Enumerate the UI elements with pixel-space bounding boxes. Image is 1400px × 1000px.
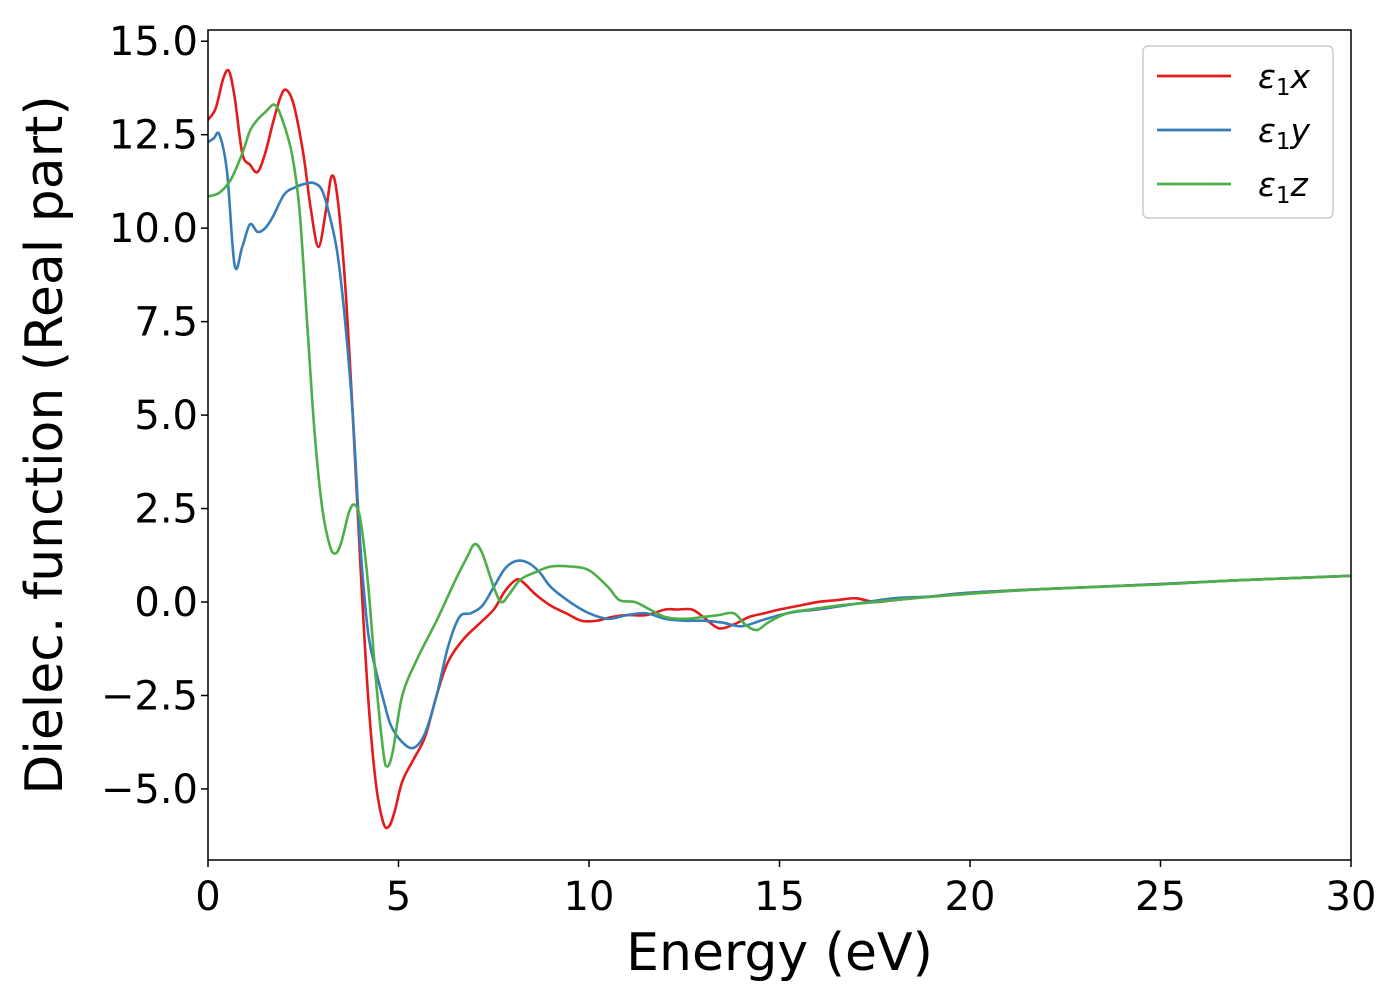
y-tick-label: 2.5 <box>134 487 198 533</box>
legend-label-x: ε1x <box>1258 57 1310 101</box>
y-tick-label: 0.0 <box>134 580 198 626</box>
series-line-z <box>208 103 1351 768</box>
ticks-layer: 0 5 10 15 20 25 30 −5.0 −2.5 0.0 2.5 5.0 7.5 10.0 12.5… <box>101 19 1377 920</box>
x-tick-label: 0 <box>195 874 220 920</box>
x-axis-title: Energy (eV) <box>626 923 933 983</box>
series-line-x <box>208 68 1351 830</box>
legend: ε1x ε1y ε1z <box>1142 45 1334 219</box>
y-tick-label: 12.5 <box>109 113 198 159</box>
x-tick-label: 5 <box>386 874 411 920</box>
x-tick-label: 25 <box>1135 874 1186 920</box>
legend-label-z: ε1z <box>1258 165 1308 209</box>
legend-box <box>1142 45 1334 219</box>
y-tick-label: 10.0 <box>109 206 198 252</box>
legend-label-y: ε1y <box>1258 111 1310 155</box>
y-tick-label: 15.0 <box>109 19 198 65</box>
x-tick-label: 10 <box>564 874 615 920</box>
y-tick-label: −2.5 <box>101 673 198 719</box>
y-tick-label: 7.5 <box>134 300 198 346</box>
y-axis-title: Dielec. function (Real part) <box>15 95 75 794</box>
series-layer <box>208 68 1351 830</box>
plot-frame <box>207 29 1352 861</box>
x-tick-label: 30 <box>1326 874 1377 920</box>
y-tick-label: −5.0 <box>101 767 198 813</box>
y-tick-label: 5.0 <box>134 393 198 439</box>
x-tick-label: 20 <box>945 874 996 920</box>
x-tick-label: 15 <box>754 874 805 920</box>
